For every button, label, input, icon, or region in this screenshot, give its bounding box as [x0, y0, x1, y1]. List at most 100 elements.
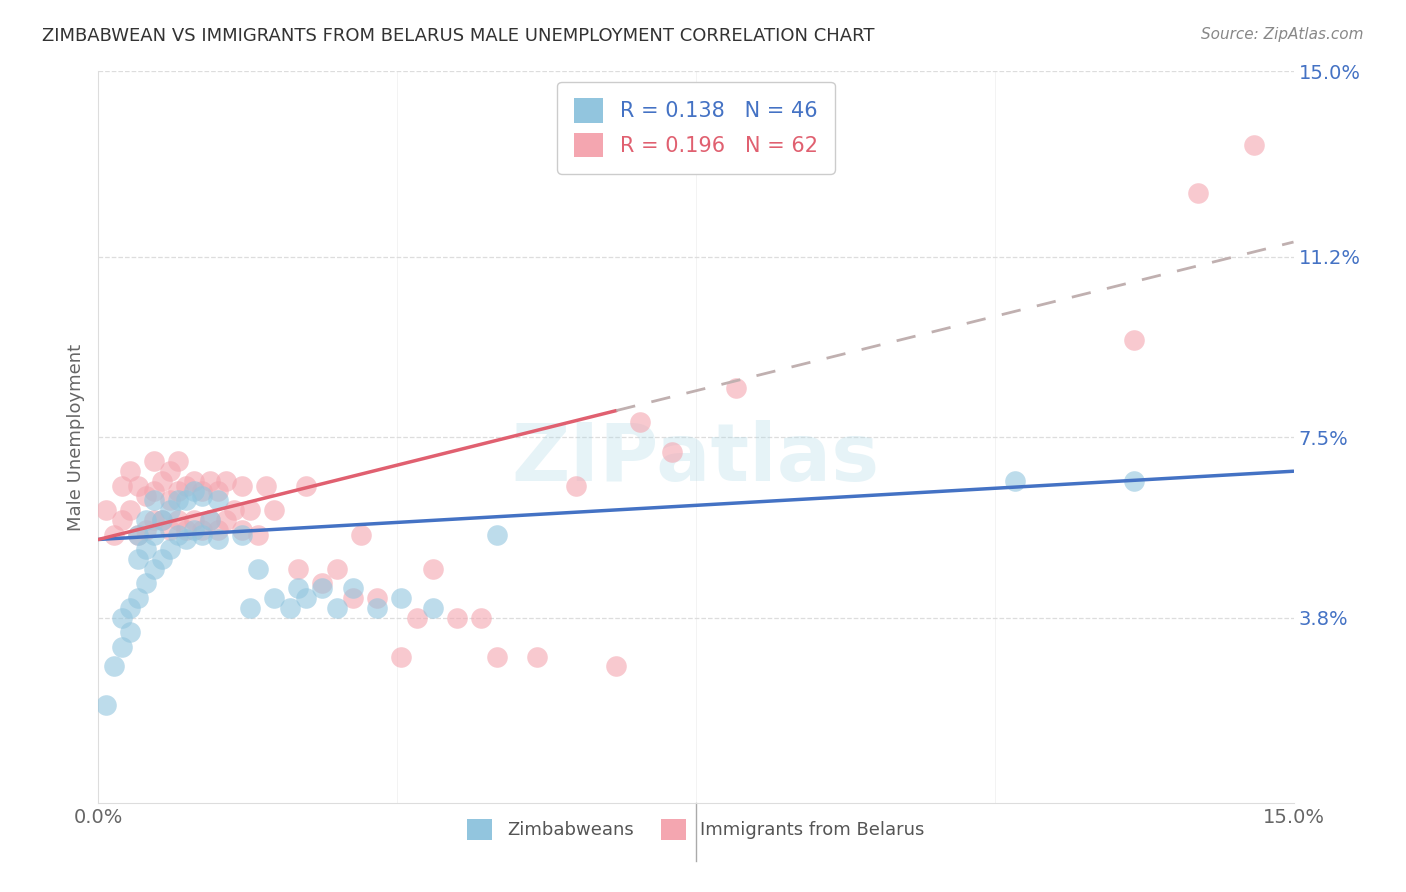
Point [127, 552, 149, 566]
Point [198, 474, 221, 488]
Point [311, 581, 333, 595]
Point [167, 527, 190, 541]
Point [485, 527, 508, 541]
Point [366, 591, 388, 605]
Point [135, 576, 157, 591]
Point [135, 489, 157, 503]
Point [150, 513, 173, 527]
Point [174, 493, 197, 508]
Point [198, 513, 221, 527]
Point [215, 474, 238, 488]
Point [103, 659, 125, 673]
Point [174, 479, 197, 493]
Point [231, 479, 253, 493]
Point [143, 513, 166, 527]
Point [111, 479, 134, 493]
Point [239, 600, 262, 615]
Point [159, 542, 181, 557]
Point [342, 591, 364, 605]
Point [287, 562, 309, 576]
Point [103, 527, 125, 541]
Point [143, 454, 166, 468]
Point [135, 542, 157, 557]
Point [446, 610, 468, 624]
Point [1243, 137, 1265, 152]
Point [342, 581, 364, 595]
Point [207, 533, 229, 547]
Point [263, 503, 285, 517]
Point [1004, 474, 1026, 488]
Point [254, 479, 277, 493]
Point [406, 610, 429, 624]
Point [1123, 333, 1146, 347]
Point [174, 523, 197, 537]
Point [120, 464, 142, 478]
Point [294, 591, 316, 605]
Point [207, 523, 229, 537]
Point [605, 659, 627, 673]
Point [1187, 186, 1209, 201]
Point [628, 416, 651, 430]
Point [150, 513, 173, 527]
Point [167, 483, 190, 498]
Point [191, 523, 214, 537]
Point [150, 552, 173, 566]
Point [135, 513, 157, 527]
Point [222, 503, 245, 517]
Point [111, 640, 134, 654]
Point [120, 600, 142, 615]
Point [143, 527, 166, 541]
Point [183, 474, 205, 488]
Point [661, 444, 683, 458]
Point [143, 562, 166, 576]
Point [111, 513, 134, 527]
Point [422, 562, 444, 576]
Point [389, 649, 412, 664]
Point [191, 489, 214, 503]
Point [167, 454, 190, 468]
Text: Source: ZipAtlas.com: Source: ZipAtlas.com [1201, 27, 1364, 42]
Point [127, 527, 149, 541]
Point [174, 533, 197, 547]
Point [167, 513, 190, 527]
Point [350, 527, 373, 541]
Point [207, 483, 229, 498]
Point [159, 523, 181, 537]
Point [326, 562, 349, 576]
Point [1123, 474, 1146, 488]
Point [389, 591, 412, 605]
Point [246, 562, 269, 576]
Point [422, 600, 444, 615]
Point [127, 527, 149, 541]
Point [167, 493, 190, 508]
Text: ZIPatlas: ZIPatlas [512, 420, 880, 498]
Point [183, 523, 205, 537]
Point [150, 474, 173, 488]
Point [366, 600, 388, 615]
Point [263, 591, 285, 605]
Point [246, 527, 269, 541]
Point [191, 527, 214, 541]
Point [127, 479, 149, 493]
Point [470, 610, 492, 624]
Text: ZIMBABWEAN VS IMMIGRANTS FROM BELARUS MALE UNEMPLOYMENT CORRELATION CHART: ZIMBABWEAN VS IMMIGRANTS FROM BELARUS MA… [42, 27, 875, 45]
Point [127, 591, 149, 605]
Point [120, 503, 142, 517]
Point [724, 381, 747, 395]
Point [96, 503, 118, 517]
Point [183, 513, 205, 527]
Point [198, 513, 221, 527]
Point [311, 576, 333, 591]
Point [135, 523, 157, 537]
Point [111, 610, 134, 624]
Point [215, 513, 238, 527]
Point [239, 503, 262, 517]
Legend: Zimbabweans, Immigrants from Belarus: Zimbabweans, Immigrants from Belarus [458, 810, 934, 848]
Point [143, 483, 166, 498]
Point [294, 479, 316, 493]
Point [159, 464, 181, 478]
Point [207, 493, 229, 508]
Point [231, 523, 253, 537]
Point [96, 698, 118, 713]
Point [565, 479, 588, 493]
